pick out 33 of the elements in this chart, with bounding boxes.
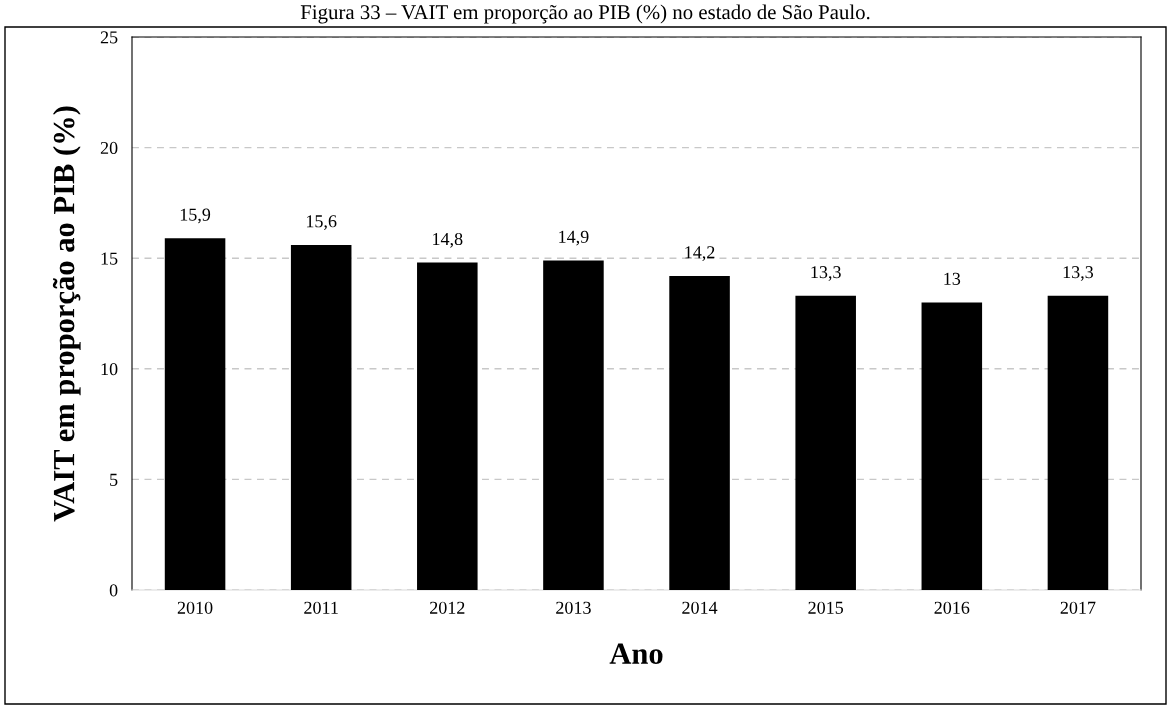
y-tick-label: 0: [109, 584, 118, 597]
data-label: 15,6: [306, 215, 337, 230]
bar: [290, 244, 352, 590]
x-tick-label: 2010: [177, 601, 213, 614]
x-tick-label: 2017: [1060, 601, 1096, 614]
x-tick-label: 2012: [430, 601, 465, 614]
data-label: 13,3: [811, 266, 841, 281]
y-tick-label: 10: [101, 363, 118, 376]
x-tick-label: 2015: [808, 601, 844, 614]
bar: [795, 295, 856, 590]
x-tick-label: 2013: [556, 601, 591, 614]
y-tick-label: 20: [100, 141, 118, 155]
data-label: 15,9: [180, 208, 211, 224]
x-axis-title: Ano: [609, 643, 663, 664]
bar: [164, 238, 226, 590]
chart-title: Figura 33 – VAIT em proporção ao PIB (%) no estado de São Paulo.: [300, 4, 870, 24]
x-tick-label: 2016: [934, 601, 970, 614]
bar: [417, 262, 478, 590]
y-tick-label: 5: [110, 473, 118, 486]
y-axis-title: VAIT em proporção ao PIB (%): [52, 106, 81, 522]
bar: [1047, 295, 1109, 590]
y-tick-label: 15: [101, 252, 118, 265]
data-label: 13,3: [1063, 266, 1094, 281]
data-label: 14,8: [433, 232, 463, 248]
data-label: 14,2: [685, 246, 715, 261]
bar: [543, 260, 604, 590]
bar: [669, 275, 730, 590]
data-label: 14,9: [559, 230, 589, 246]
data-label: 13: [944, 272, 961, 285]
y-tick-label: 25: [100, 31, 118, 44]
bar: [921, 302, 983, 590]
x-tick-label: 2014: [682, 601, 718, 614]
x-tick-label: 2011: [304, 601, 338, 614]
